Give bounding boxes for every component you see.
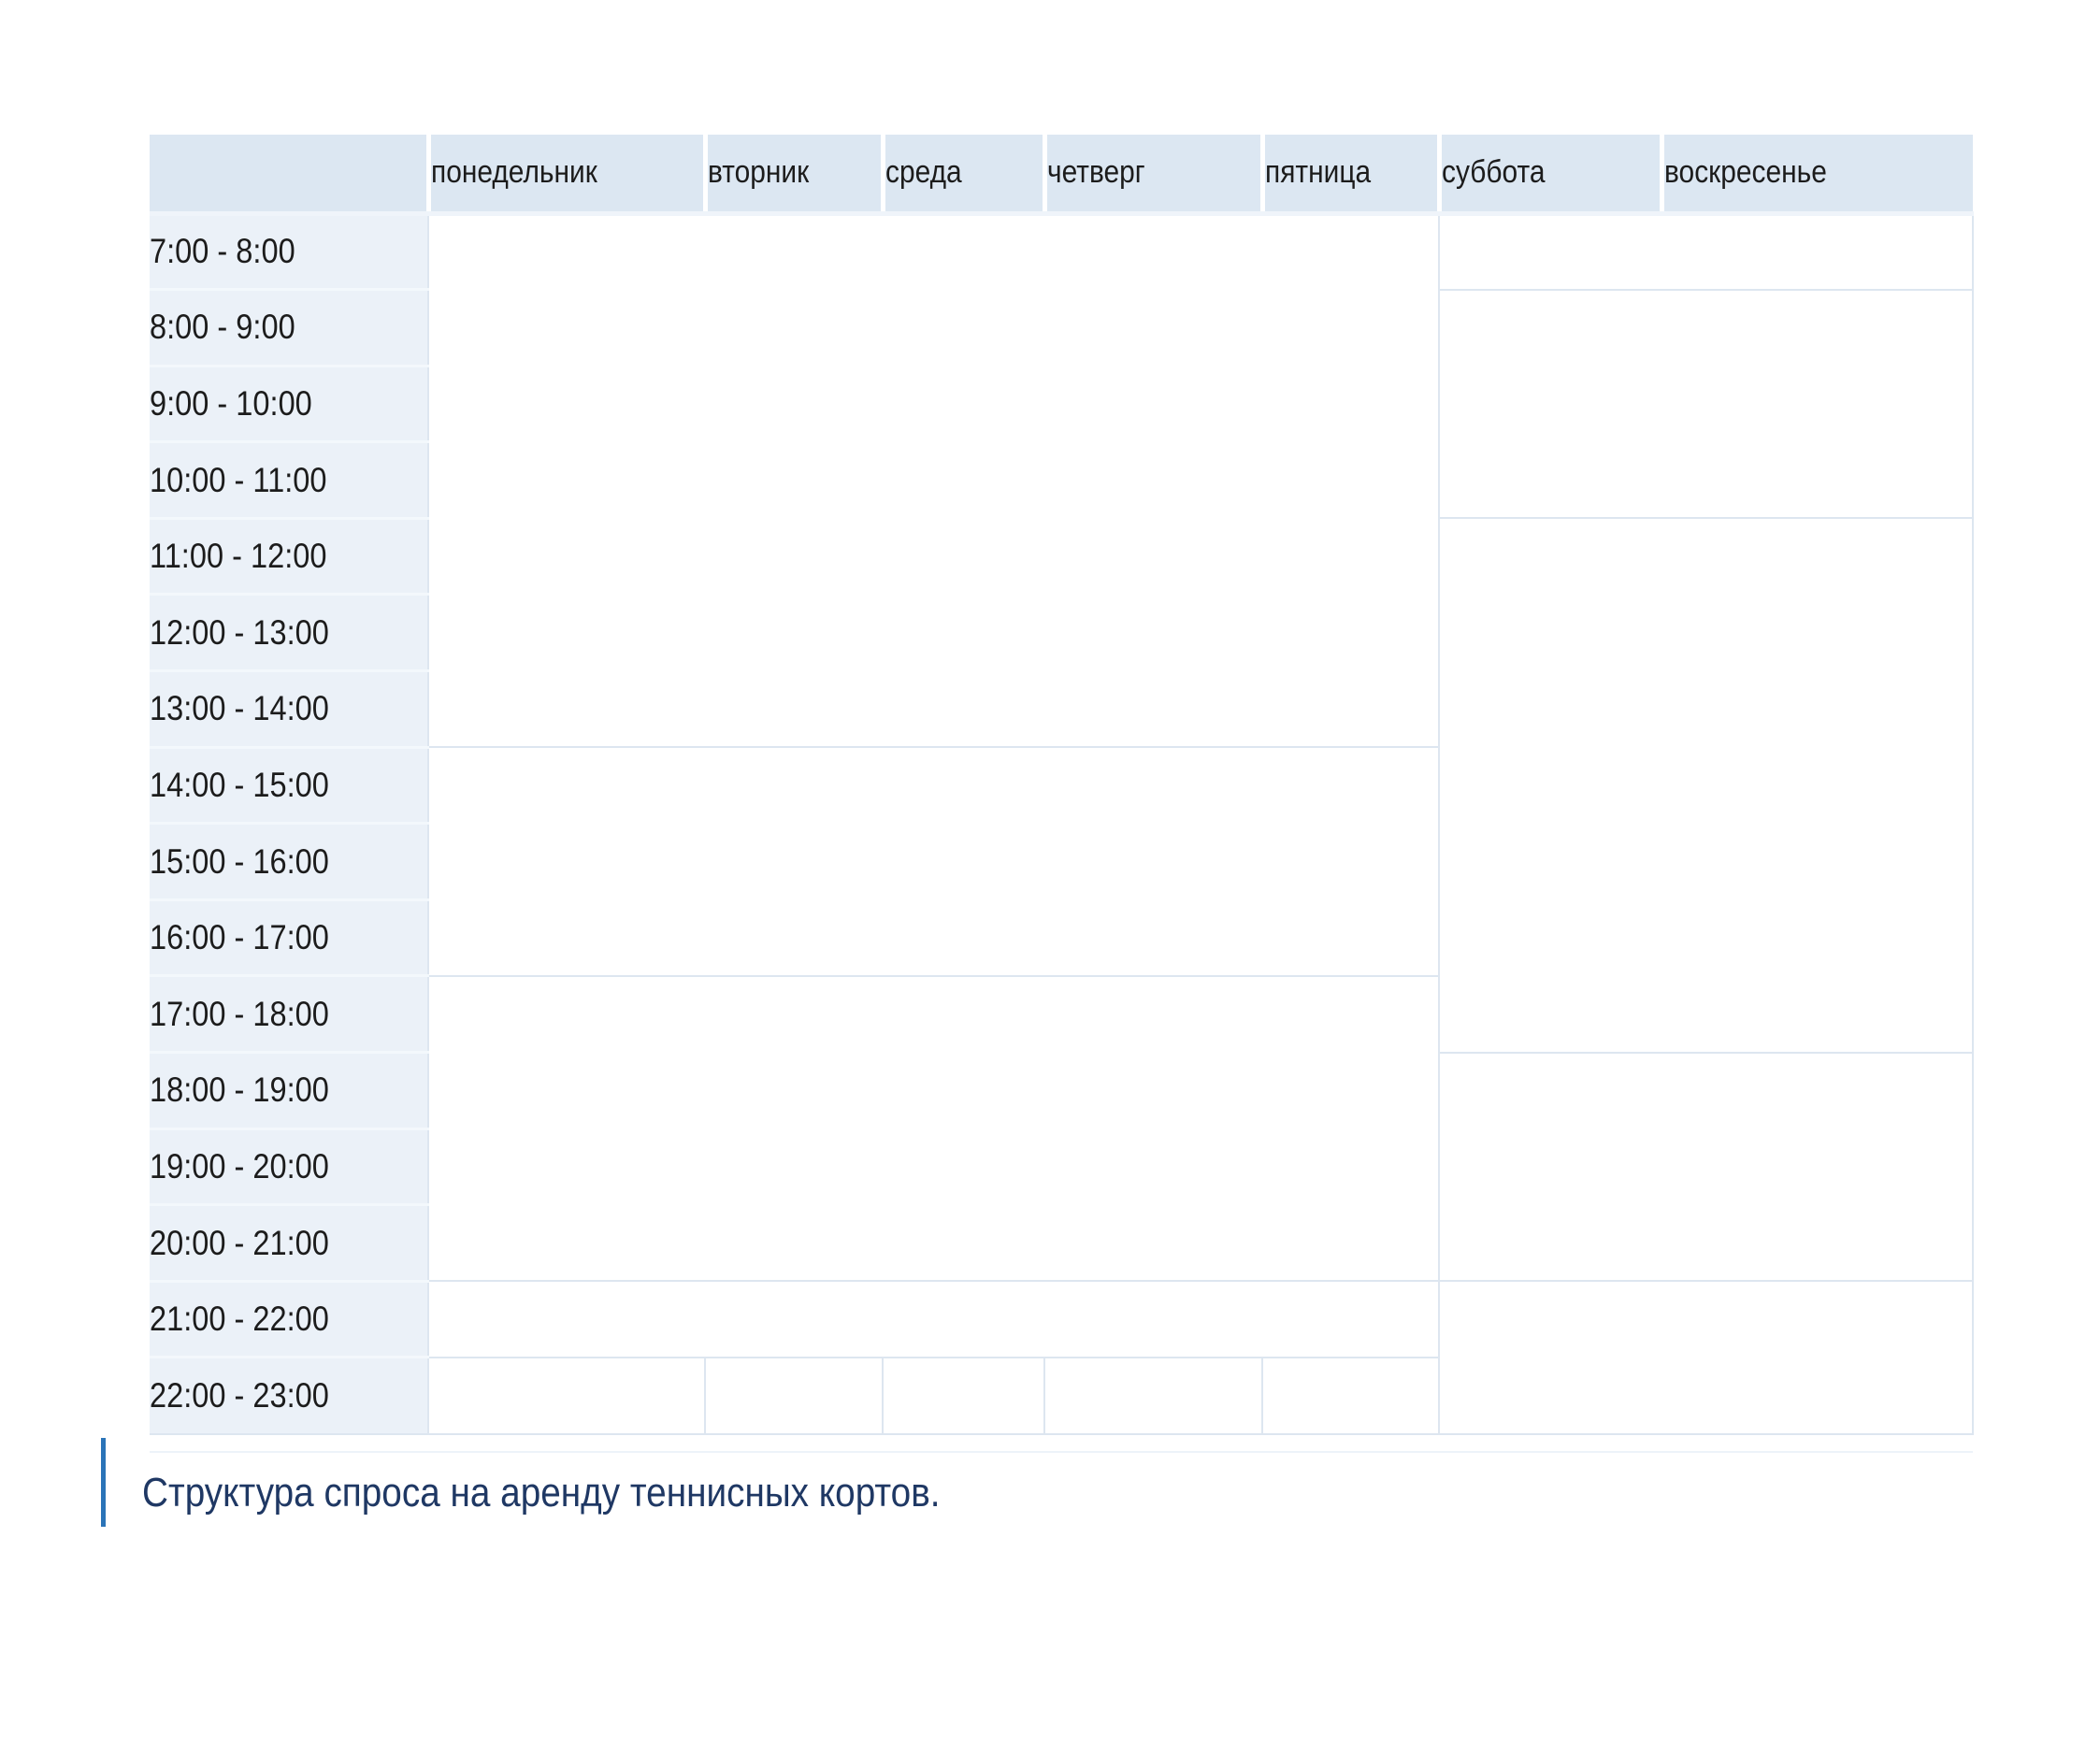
day-header-monday-text: понедельник [430, 154, 597, 191]
time-slot-cell-3: 10:00 - 11:00 [150, 440, 429, 520]
time-slot-cell-15-text: 22:00 - 23:00 [150, 1375, 329, 1415]
body-row-4: 11:00 - 12:00 [150, 516, 1974, 1054]
weekday-cell-tuesday-late [704, 1356, 884, 1435]
time-slot-cell-0: 7:00 - 8:00 [150, 211, 429, 292]
time-slot-cell-15: 22:00 - 23:00 [150, 1356, 429, 1435]
body-row-1: 8:00 - 9:00 [150, 288, 1974, 520]
body-row-2: 9:00 - 10:00 [150, 364, 1973, 444]
body-row-7: 14:00 - 15:00 [150, 745, 1973, 977]
time-slot-cell-5-text: 12:00 - 13:00 [150, 612, 329, 652]
weekend-merged-cell-3 [1438, 1051, 1974, 1283]
day-header-wednesday-text: среда [885, 154, 962, 191]
time-slot-cell-11: 18:00 - 19:00 [150, 1051, 429, 1130]
day-header-sunday-text: воскресенье [1663, 154, 1827, 191]
day-header-wednesday: среда [883, 135, 1047, 216]
time-slot-cell-6: 13:00 - 14:00 [150, 669, 429, 749]
weekday-cell-friday-late [1261, 1356, 1440, 1435]
time-slot-cell-7: 14:00 - 15:00 [150, 745, 429, 826]
weekday-cell-monday-late [427, 1356, 706, 1435]
time-slot-cell-13-text: 20:00 - 21:00 [150, 1223, 329, 1262]
body-row-14: 21:00 - 22:00 [150, 1279, 1974, 1435]
body-row-6: 13:00 - 14:00 [150, 669, 1973, 749]
body-row-11: 18:00 - 19:00 [150, 1051, 1974, 1283]
body-row-15: 22:00 - 23:00 [150, 1356, 1973, 1435]
time-slot-cell-5: 12:00 - 13:00 [150, 593, 429, 673]
header-row: понедельник вторник среда четверг пятница суб… [150, 135, 1973, 216]
day-header-tuesday: вторник [705, 135, 885, 216]
weekday-merged-cell-1 [427, 746, 1440, 977]
time-slot-cell-14: 21:00 - 22:00 [150, 1279, 429, 1359]
body-row-10: 17:00 - 18:00 [150, 974, 1973, 1283]
time-slot-cell-10: 17:00 - 18:00 [150, 974, 429, 1055]
table-caption: Структура спроса на аренду теннисных кор… [142, 1470, 1049, 1516]
time-slot-cell-12: 19:00 - 20:00 [150, 1127, 429, 1207]
table-bottom-echo-line [150, 1451, 1973, 1453]
day-header-saturday: суббота [1439, 135, 1664, 216]
time-slot-cell-6-text: 13:00 - 14:00 [150, 689, 329, 728]
time-slot-cell-8: 15:00 - 16:00 [150, 822, 429, 901]
day-header-friday-text: пятница [1264, 154, 1371, 191]
time-slot-cell-13: 20:00 - 21:00 [150, 1203, 429, 1283]
time-slot-cell-0-text: 7:00 - 8:00 [150, 232, 295, 271]
time-slot-cell-2: 9:00 - 10:00 [150, 364, 429, 444]
day-header-tuesday-text: вторник [707, 154, 809, 191]
time-slot-cell-1: 8:00 - 9:00 [150, 288, 429, 367]
body-row-0: 7:00 - 8:00 [150, 211, 1974, 749]
body-row-8: 15:00 - 16:00 [150, 822, 1973, 901]
caption-accent-bar [101, 1438, 106, 1527]
time-slot-cell-9: 16:00 - 17:00 [150, 898, 429, 978]
time-slot-cell-4: 11:00 - 12:00 [150, 516, 429, 596]
day-header-saturday-text: суббота [1441, 154, 1546, 191]
time-slot-cell-10-text: 17:00 - 18:00 [150, 994, 329, 1033]
weekday-cell-thursday-late [1043, 1356, 1263, 1435]
day-header-friday: пятница [1262, 135, 1442, 216]
day-header-sunday: воскресенье [1661, 135, 1973, 216]
weekday-cell-wednesday-late [882, 1356, 1045, 1435]
time-slot-cell-7-text: 14:00 - 15:00 [150, 765, 329, 804]
body-row-3: 10:00 - 11:00 [150, 440, 1973, 520]
time-slot-cell-8-text: 15:00 - 16:00 [150, 841, 329, 881]
corner-header-cell [150, 135, 431, 216]
body-row-5: 12:00 - 13:00 [150, 593, 1973, 673]
weekday-merged-cell-2 [427, 974, 1440, 1283]
schedule-body: 7:00 - 8:00 8:00 - 9:00 9:00 - 10:00 10:00 … [150, 211, 1974, 1435]
time-slot-cell-9-text: 16:00 - 17:00 [150, 918, 329, 957]
time-slot-cell-14-text: 21:00 - 22:00 [150, 1300, 329, 1339]
weekend-merged-cell-0 [1438, 212, 1974, 291]
time-slot-cell-11-text: 18:00 - 19:00 [150, 1070, 329, 1110]
weekend-merged-cell-4 [1438, 1280, 1974, 1435]
schedule-table: понедельник вторник среда четверг пятница суб… [150, 135, 1974, 1435]
body-row-9: 16:00 - 17:00 [150, 898, 1973, 978]
time-slot-cell-2-text: 9:00 - 10:00 [150, 383, 312, 423]
weekday-merged-cell-3 [427, 1280, 1440, 1358]
day-header-thursday-text: четверг [1046, 154, 1145, 191]
time-slot-cell-12-text: 19:00 - 20:00 [150, 1146, 329, 1185]
body-row-13: 20:00 - 21:00 [150, 1203, 1973, 1283]
weekday-merged-cell-0 [427, 211, 1440, 749]
time-slot-cell-1-text: 8:00 - 9:00 [150, 308, 295, 347]
weekend-merged-cell-2 [1438, 517, 1974, 1054]
day-header-monday: понедельник [428, 135, 708, 216]
schedule-header: понедельник вторник среда четверг пятница суб… [150, 135, 1973, 216]
time-slot-cell-4-text: 11:00 - 12:00 [150, 537, 327, 576]
body-row-12: 19:00 - 20:00 [150, 1127, 1973, 1207]
day-header-thursday: четверг [1044, 135, 1265, 216]
weekend-merged-cell-1 [1438, 288, 1974, 520]
time-slot-cell-3-text: 10:00 - 11:00 [150, 460, 327, 499]
table-caption-text: Структура спроса на аренду теннисных кор… [142, 1470, 941, 1516]
